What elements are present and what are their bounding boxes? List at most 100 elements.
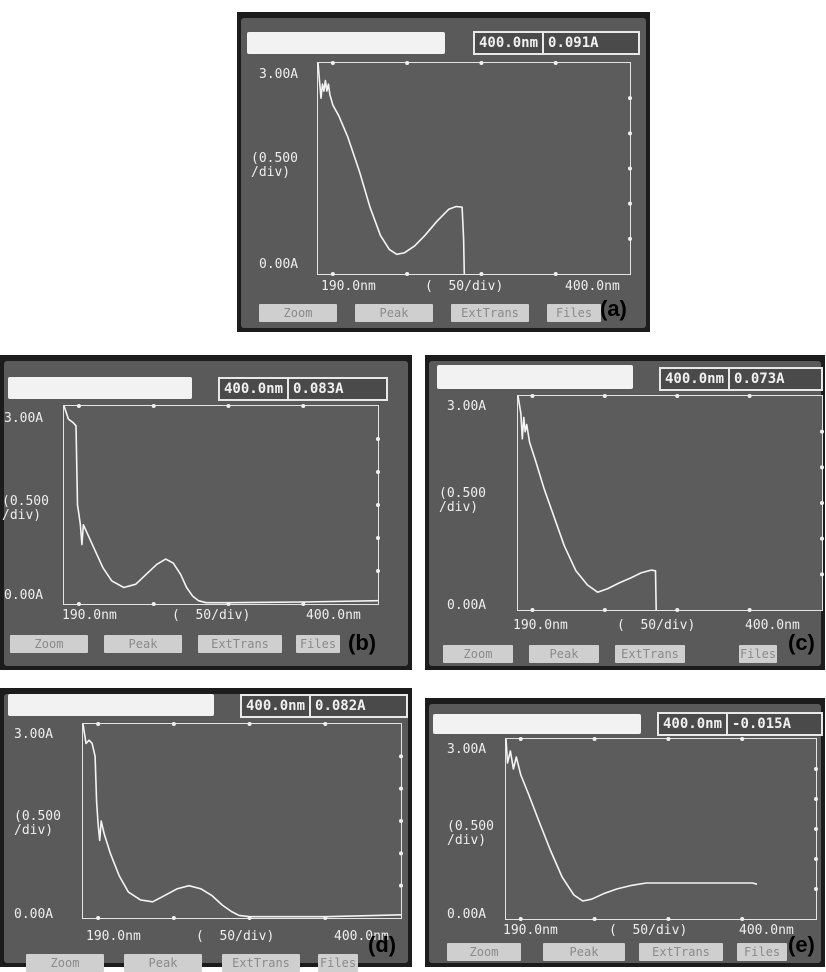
plot-area-d: [82, 722, 403, 920]
exttrans-button-e[interactable]: ExtTrans: [639, 943, 723, 961]
x-division-tick-top: [518, 737, 523, 741]
x-division-tick-bottom: [330, 272, 335, 276]
zoom-button-c[interactable]: Zoom: [443, 645, 513, 663]
peak-button-d[interactable]: Peak: [124, 954, 202, 972]
x-division-tick-top: [226, 404, 231, 408]
y-scale-label-c: (0.500 /div): [439, 486, 486, 515]
y-division-tick: [376, 569, 380, 573]
plot-svg-d: [82, 722, 403, 920]
x-division-tick-bottom: [479, 272, 484, 276]
spectrum-line: [505, 738, 758, 902]
y-division-tick: [628, 201, 632, 206]
files-button-c[interactable]: Files: [739, 645, 777, 663]
readout-b: 400.0nm 0.083A: [218, 377, 388, 401]
y-division-tick: [399, 819, 403, 823]
x-scale-label-b: ( 50/div): [172, 608, 251, 623]
x-division-tick-bottom: [675, 608, 680, 612]
x-division-tick-top: [740, 737, 745, 741]
peak-button-b[interactable]: Peak: [104, 635, 182, 653]
y-top-label-b: 3.00A: [4, 411, 44, 426]
exttrans-button-b[interactable]: ExtTrans: [198, 635, 282, 653]
y-division-tick: [376, 437, 380, 441]
panel-label-e: (e): [788, 932, 815, 957]
plot-svg-b: [63, 404, 380, 606]
panel-label-d: (d): [368, 932, 397, 957]
x-division-tick-top: [330, 61, 335, 65]
files-button-d[interactable]: Files: [318, 954, 358, 972]
x-start-label-a: 190.0nm: [321, 279, 376, 294]
exttrans-button-d[interactable]: ExtTrans: [222, 954, 300, 972]
plot-svg-a: [317, 61, 632, 276]
x-division-tick-top: [592, 737, 597, 741]
x-division-tick-bottom: [553, 272, 558, 276]
panel-b: 400.0nm 0.083A 3.00A (0.500 /div) 0.00A …: [0, 355, 412, 670]
y-scale-label-b: (0.500 /div): [2, 494, 49, 523]
x-end-label-b: 400.0nm: [306, 608, 361, 623]
files-button-e[interactable]: Files: [737, 943, 787, 961]
y-division-tick: [814, 797, 818, 801]
peak-button-c[interactable]: Peak: [529, 645, 599, 663]
readout-absorbance-a: 0.091A: [548, 35, 599, 51]
spectrum-line: [517, 395, 657, 611]
x-division-tick-bottom: [96, 916, 101, 920]
zoom-button-d[interactable]: Zoom: [26, 954, 104, 972]
y-division-tick: [628, 166, 632, 171]
readout-c: 400.0nm 0.073A: [659, 367, 823, 391]
readout-wavelength-b: 400.0nm: [220, 379, 290, 399]
x-division-tick-bottom: [592, 917, 597, 921]
readout-absorbance-c: 0.073A: [734, 371, 785, 387]
y-top-label-a: 3.00A: [259, 67, 299, 82]
exttrans-button-a[interactable]: ExtTrans: [451, 304, 529, 322]
y-bottom-label-d: 0.00A: [14, 907, 54, 922]
readout-d: 400.0nm 0.082A: [240, 694, 408, 718]
files-button-a[interactable]: Files: [547, 304, 601, 322]
plot-area-a: [317, 61, 632, 276]
zoom-button-b[interactable]: Zoom: [10, 635, 88, 653]
zoom-button-e[interactable]: Zoom: [447, 943, 521, 961]
panel-c: 400.0nm 0.073A 3.00A (0.500 /div) 0.00A …: [425, 355, 825, 670]
plot-svg-c: [517, 394, 824, 612]
y-scale-label-e: (0.500 /div): [447, 819, 494, 848]
x-division-tick-top: [666, 737, 671, 741]
x-division-tick-top: [96, 722, 101, 726]
y-bottom-label-a: 0.00A: [259, 257, 299, 272]
y-division-tick: [399, 754, 403, 759]
mode-title-box-b: [8, 377, 192, 399]
y-division-tick: [399, 883, 403, 888]
y-division-tick: [399, 851, 403, 856]
exttrans-button-c[interactable]: ExtTrans: [615, 645, 685, 663]
y-bottom-label-e: 0.00A: [447, 907, 487, 922]
y-scale-label-d: (0.500 /div): [14, 809, 61, 838]
panel-a: 400.0nm 0.091A 3.00A (0.500 /div) 0.00A …: [237, 12, 650, 332]
x-division-tick-top: [675, 394, 680, 398]
readout-wavelength-a: 400.0nm: [475, 33, 545, 53]
peak-button-a[interactable]: Peak: [355, 304, 433, 322]
readout-absorbance-b: 0.083A: [293, 381, 344, 397]
peak-button-e[interactable]: Peak: [543, 943, 625, 961]
spectrum-line: [317, 62, 466, 275]
x-division-tick-top: [602, 394, 607, 398]
y-division-tick: [399, 786, 403, 791]
x-scale-label-d: ( 50/div): [196, 929, 275, 944]
x-division-tick-bottom: [602, 608, 607, 612]
spectrum-line: [82, 723, 402, 918]
plot-area-b: [63, 404, 380, 606]
x-end-label-d: 400.0nm: [334, 929, 389, 944]
x-division-tick-bottom: [171, 916, 176, 920]
spectrum-line: [63, 405, 379, 604]
readout-absorbance-d: 0.082A: [315, 698, 366, 714]
readout-wavelength-d: 400.0nm: [242, 696, 312, 716]
zoom-button-a[interactable]: Zoom: [259, 304, 337, 322]
y-division-tick: [820, 429, 824, 434]
x-division-tick-bottom: [530, 608, 535, 612]
files-button-b[interactable]: Files: [296, 635, 340, 653]
y-division-tick: [376, 470, 380, 474]
x-division-tick-top: [479, 61, 484, 65]
x-division-tick-bottom: [740, 917, 745, 921]
y-division-tick: [820, 501, 824, 505]
panel-d: 400.0nm 0.082A 3.00A (0.500 /div) 0.00A …: [0, 688, 412, 972]
panel-e: 400.0nm -0.015A 3.00A (0.500 /div) 0.00A…: [425, 698, 825, 967]
y-division-tick: [814, 767, 818, 771]
x-division-tick-top: [405, 61, 410, 65]
x-division-tick-bottom: [518, 917, 523, 921]
